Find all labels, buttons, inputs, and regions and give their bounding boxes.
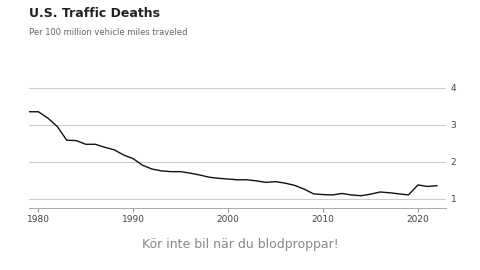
Text: U.S. Traffic Deaths: U.S. Traffic Deaths	[29, 7, 160, 20]
Text: Kör inte bil när du blodproppar!: Kör inte bil när du blodproppar!	[142, 238, 338, 251]
Text: Per 100 million vehicle miles traveled: Per 100 million vehicle miles traveled	[29, 28, 187, 37]
